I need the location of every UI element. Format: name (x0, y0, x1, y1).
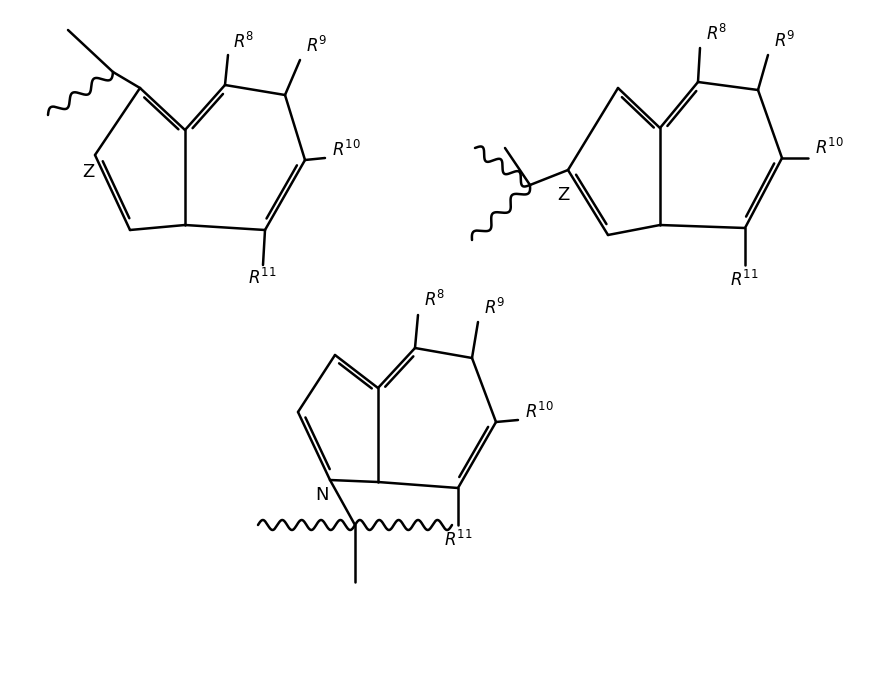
Text: $R^{11}$: $R^{11}$ (444, 530, 472, 550)
Text: $R^{11}$: $R^{11}$ (248, 268, 277, 288)
Text: $R^{9}$: $R^{9}$ (306, 36, 328, 56)
Text: $R^{8}$: $R^{8}$ (233, 32, 254, 52)
Text: N: N (315, 486, 328, 504)
Text: $R^{9}$: $R^{9}$ (774, 31, 795, 51)
Text: $R^{8}$: $R^{8}$ (706, 24, 727, 44)
Text: $R^{11}$: $R^{11}$ (730, 270, 759, 290)
Text: $R^{9}$: $R^{9}$ (484, 298, 505, 318)
Text: $R^{10}$: $R^{10}$ (525, 402, 554, 422)
Text: $R^{8}$: $R^{8}$ (424, 290, 445, 310)
Text: $R^{10}$: $R^{10}$ (332, 140, 361, 160)
Text: Z: Z (81, 163, 94, 181)
Text: $R^{10}$: $R^{10}$ (815, 138, 844, 158)
Text: Z: Z (557, 186, 569, 204)
